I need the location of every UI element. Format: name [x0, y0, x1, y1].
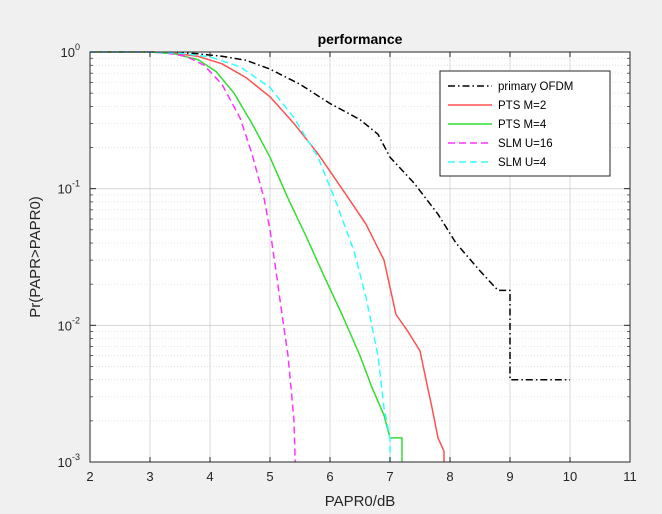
series-line: [90, 51, 391, 462]
legend: primary OFDM PTS M=2 PTS M=4 SLM U=16 SLM U=…: [439, 70, 611, 177]
legend-label: SLM U=16: [498, 138, 553, 150]
axes-frame: [89, 51, 631, 463]
chart-title: performance: [318, 31, 403, 47]
series-layer: [90, 51, 570, 463]
x-tick-label: 9: [506, 469, 513, 484]
tick-marks: [89, 51, 631, 463]
x-tick-label: 5: [266, 469, 273, 484]
series-line: [90, 51, 570, 381]
x-tick-label: 4: [206, 469, 213, 484]
y-tick-labels: 100 10-1 10-2 10-3: [58, 42, 80, 470]
x-axis-label: PAPR0/dB: [325, 493, 396, 510]
x-tick-label: 10: [563, 469, 577, 484]
y-tick-label: 10-2: [58, 315, 80, 333]
x-tick-label: 6: [326, 469, 333, 484]
legend-label: primary OFDM: [498, 81, 573, 93]
x-tick-label: 2: [86, 469, 93, 484]
y-tick-label: 100: [61, 42, 80, 60]
legend-label: PTS M=4: [498, 119, 547, 131]
series-line: [90, 51, 445, 462]
x-tick-label: 8: [446, 469, 453, 484]
y-tick-label: 10-1: [58, 179, 80, 197]
series-line: [90, 51, 403, 462]
x-tick-label: 3: [146, 469, 153, 484]
legend-label: SLM U=4: [498, 157, 547, 169]
x-tick-labels: 2 3 4 5 6 7 8 9 10 11: [86, 469, 636, 484]
x-tick-label: 11: [623, 469, 637, 484]
x-tick-label: 7: [386, 469, 393, 484]
y-tick-label: 10-3: [58, 452, 80, 470]
legend-label: PTS M=2: [498, 100, 546, 112]
y-axis-label: Pr(PAPR>PAPR0): [27, 196, 44, 318]
